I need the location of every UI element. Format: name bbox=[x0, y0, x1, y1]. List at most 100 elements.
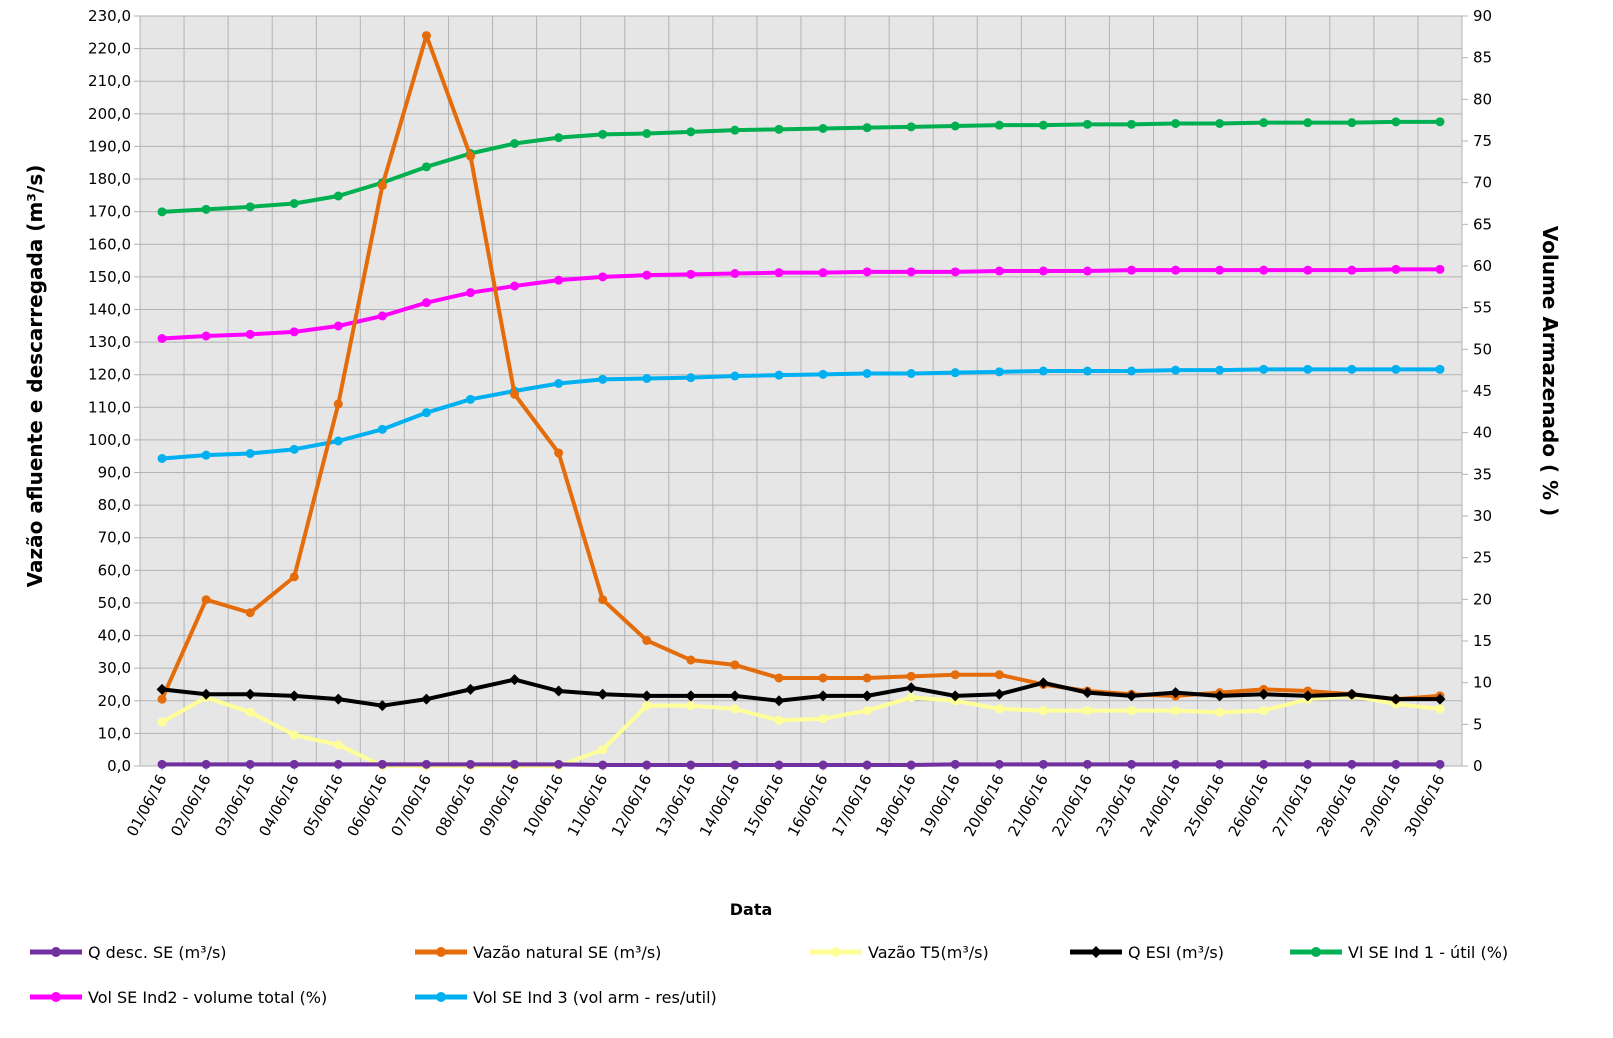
data-point bbox=[1258, 688, 1270, 700]
legend-label: Q ESI (m³/s) bbox=[1128, 943, 1224, 962]
right-tick-label: 55 bbox=[1473, 299, 1492, 317]
data-point bbox=[333, 759, 343, 769]
right-tick-label: 10 bbox=[1473, 674, 1492, 692]
data-point bbox=[1082, 759, 1092, 769]
data-point bbox=[1171, 759, 1181, 769]
series-5 bbox=[157, 264, 1445, 343]
data-point bbox=[818, 369, 828, 379]
legend-item: Vazão natural SE (m³/s) bbox=[415, 943, 661, 962]
data-point bbox=[1082, 119, 1092, 129]
data-point bbox=[554, 379, 564, 388]
data-point bbox=[906, 267, 916, 277]
data-point bbox=[1038, 366, 1048, 376]
series-4 bbox=[157, 117, 1445, 217]
data-point bbox=[774, 268, 784, 278]
data-point bbox=[1259, 759, 1269, 769]
data-point bbox=[1171, 265, 1181, 275]
data-point bbox=[157, 759, 167, 769]
data-point bbox=[1038, 266, 1048, 276]
data-point bbox=[156, 683, 168, 695]
y-axis-right-title: Volume Armazenado ( % ) bbox=[1538, 226, 1562, 516]
data-point bbox=[642, 760, 652, 770]
data-point bbox=[818, 714, 828, 724]
data-point bbox=[1127, 706, 1136, 716]
legend-item: Vl SE Ind 1 - útil (%) bbox=[1290, 943, 1508, 962]
data-point bbox=[333, 740, 343, 750]
data-point bbox=[993, 688, 1005, 700]
data-point bbox=[1082, 706, 1092, 716]
data-point bbox=[1038, 706, 1048, 716]
data-point bbox=[862, 369, 872, 378]
series-line bbox=[160, 33, 1441, 702]
data-point bbox=[1435, 364, 1445, 374]
data-point bbox=[949, 690, 961, 702]
data-point bbox=[245, 707, 255, 717]
data-point bbox=[1391, 117, 1401, 127]
data-point bbox=[906, 760, 916, 770]
data-point bbox=[1215, 265, 1225, 275]
data-point bbox=[1435, 117, 1445, 127]
data-point bbox=[906, 693, 916, 703]
left-tick-label: 80,0 bbox=[98, 496, 131, 514]
data-point bbox=[1391, 364, 1401, 374]
data-point bbox=[1171, 365, 1181, 375]
right-tick-label: 80 bbox=[1473, 90, 1492, 108]
data-point bbox=[333, 399, 343, 409]
right-tick-label: 90 bbox=[1473, 7, 1492, 25]
data-point bbox=[245, 449, 255, 458]
legend-label: Vl SE Ind 1 - útil (%) bbox=[1348, 943, 1508, 962]
data-point bbox=[642, 374, 652, 383]
data-point bbox=[730, 371, 740, 381]
data-point bbox=[244, 688, 256, 700]
data-point bbox=[1127, 265, 1136, 275]
left-tick-label: 20,0 bbox=[98, 692, 131, 710]
data-point bbox=[642, 635, 652, 645]
data-point bbox=[377, 181, 387, 191]
data-point bbox=[950, 759, 960, 769]
data-point bbox=[642, 701, 652, 711]
data-point bbox=[1347, 364, 1357, 374]
data-point bbox=[1127, 366, 1136, 376]
legend-swatch-marker bbox=[1090, 946, 1102, 958]
data-point bbox=[1435, 704, 1445, 714]
left-tick-label: 0,0 bbox=[107, 757, 131, 775]
data-point bbox=[421, 408, 431, 418]
data-point bbox=[730, 660, 740, 670]
data-point bbox=[950, 121, 960, 131]
data-point bbox=[157, 694, 167, 704]
left-tick-label: 100,0 bbox=[88, 431, 131, 449]
data-point bbox=[730, 704, 740, 714]
legend-item: Q desc. SE (m³/s) bbox=[30, 943, 227, 962]
data-point bbox=[817, 690, 829, 702]
right-tick-label: 75 bbox=[1473, 132, 1492, 150]
data-point bbox=[510, 281, 520, 291]
data-point bbox=[950, 368, 960, 378]
data-point bbox=[686, 701, 696, 711]
right-tick-label: 65 bbox=[1473, 215, 1492, 233]
series-line bbox=[161, 119, 1440, 214]
right-tick-label: 50 bbox=[1473, 340, 1492, 358]
data-point bbox=[553, 685, 565, 697]
data-point bbox=[1038, 759, 1048, 769]
legend-label: Vazão T5(m³/s) bbox=[868, 943, 989, 962]
data-point bbox=[509, 674, 521, 686]
data-point bbox=[1082, 266, 1092, 276]
data-point bbox=[905, 682, 917, 694]
data-point bbox=[466, 759, 475, 769]
data-point bbox=[1038, 120, 1048, 130]
data-point bbox=[332, 693, 344, 705]
data-point bbox=[510, 139, 520, 148]
data-point bbox=[994, 120, 1004, 130]
data-point bbox=[773, 695, 785, 707]
legend-swatch-marker bbox=[436, 992, 446, 1002]
data-point bbox=[1082, 366, 1092, 376]
data-point bbox=[377, 424, 387, 434]
data-point bbox=[686, 760, 696, 770]
data-point bbox=[157, 334, 167, 343]
data-point bbox=[729, 690, 741, 702]
data-point bbox=[1215, 119, 1225, 128]
data-point bbox=[333, 436, 343, 446]
data-point bbox=[377, 311, 387, 321]
data-point bbox=[289, 199, 299, 208]
